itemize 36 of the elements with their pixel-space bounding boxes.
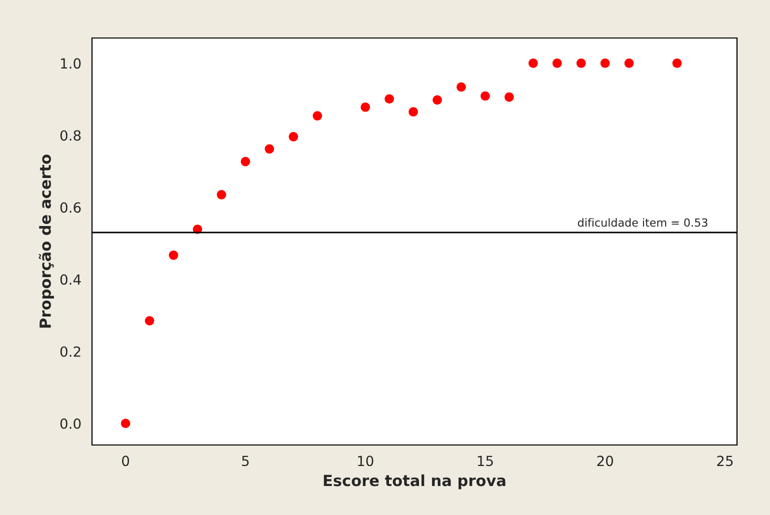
x-tick-label: 10 (358, 456, 374, 466)
y-tick-label: 0.4 (60, 274, 81, 285)
point (576, 58, 586, 68)
x-tick-label: 25 (717, 456, 733, 466)
y-tick-label: 1.0 (61, 58, 81, 69)
x-tick-label: 0 (122, 456, 130, 466)
point (288, 132, 298, 142)
y-axis-title: Proporção de acerto (38, 154, 54, 328)
point (600, 58, 610, 68)
point (504, 92, 514, 102)
point (552, 58, 562, 68)
x-axis-title: Escore total na prova (324, 474, 506, 490)
y-tick-label: 0.8 (60, 130, 81, 141)
point (672, 58, 682, 68)
x-tick-label: 15 (478, 456, 493, 466)
point (240, 156, 250, 166)
ref-line-label: dificuldade item = 0.53 (578, 218, 708, 227)
y-tick-label: 0.0 (60, 418, 81, 429)
point (480, 91, 490, 101)
point (264, 144, 274, 154)
point (384, 94, 394, 104)
point (144, 316, 154, 326)
point (168, 250, 178, 260)
point (456, 82, 466, 92)
point (360, 102, 370, 112)
y-tick-label: 0.6 (60, 202, 81, 213)
point (216, 190, 226, 200)
point (408, 107, 418, 116)
point (120, 418, 130, 428)
point (312, 111, 322, 120)
y-tick-label: 0.2 (60, 346, 80, 357)
point (624, 58, 634, 68)
x-tick-label: 20 (597, 456, 614, 466)
x-tick-label: 5 (242, 456, 249, 466)
point (528, 58, 538, 68)
point (432, 95, 442, 105)
